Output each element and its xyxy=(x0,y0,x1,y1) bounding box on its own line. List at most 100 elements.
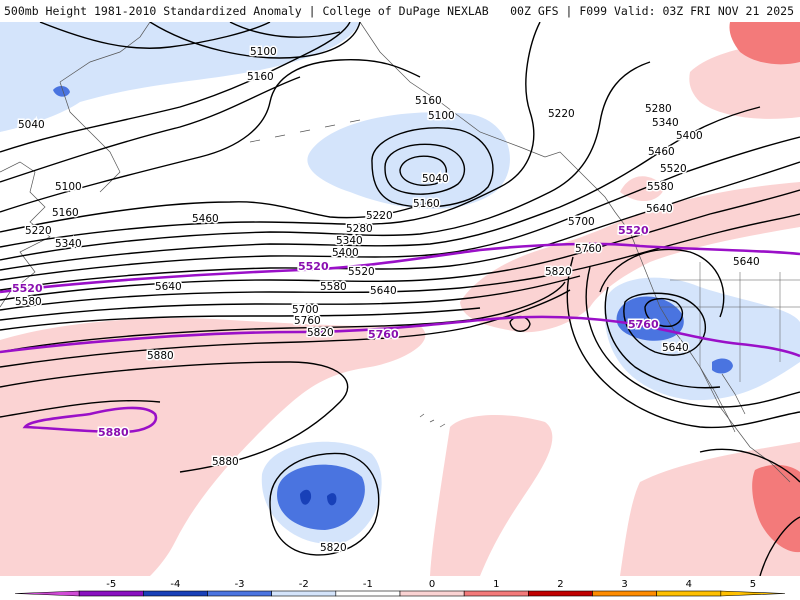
baja-coastline xyxy=(699,366,746,433)
contour-label: 5100 xyxy=(428,110,455,122)
contour-line xyxy=(585,266,800,408)
contour-label: 5220 xyxy=(548,108,575,120)
contour-line xyxy=(39,22,271,49)
asia-coastline xyxy=(0,161,51,308)
colorbar-tick-label: -2 xyxy=(299,579,309,590)
contour-line xyxy=(623,292,706,356)
contour-label: 5460 xyxy=(648,146,675,158)
contour-label: 5400 xyxy=(676,130,703,142)
negative-anomaly-area xyxy=(0,22,360,132)
contour-label: 5340 xyxy=(336,235,363,247)
contour-label: 5760 xyxy=(575,243,602,255)
contour-line xyxy=(0,161,800,291)
colorbar-swatch xyxy=(656,590,722,597)
height-contours xyxy=(0,22,800,576)
title-bar: 500mb Height 1981-2010 Standardized Anom… xyxy=(0,0,800,22)
colorbar-tick-label: 0 xyxy=(429,579,435,590)
contour-label: 5700 xyxy=(292,304,319,316)
aleutian-islands xyxy=(249,119,361,143)
colorbar-swatches xyxy=(14,590,786,597)
colorbar-swatch xyxy=(592,590,657,597)
contour-label: 5820 xyxy=(545,266,572,278)
contour-line xyxy=(0,289,571,368)
reference-line-label: 5880 xyxy=(98,426,129,439)
contour-line xyxy=(604,286,721,389)
contour-label: 5520 xyxy=(660,163,687,175)
positive-anomaly-area xyxy=(460,182,800,333)
colorbar-swatch xyxy=(207,590,272,597)
reference-line-label: 5520 xyxy=(618,224,649,237)
reference-line-label: 5760 xyxy=(368,328,399,341)
hawaiian-islands xyxy=(419,413,446,428)
colorbar-swatch xyxy=(78,590,144,597)
contour-label: 5880 xyxy=(147,350,174,362)
contour-line xyxy=(699,448,800,576)
contour-line xyxy=(0,213,800,311)
contour-line xyxy=(0,106,761,271)
contour-label: 5100 xyxy=(250,46,277,58)
contour-line xyxy=(0,22,351,153)
contour-label: 5280 xyxy=(645,103,672,115)
colorbar-tick-label: 5 xyxy=(750,579,756,590)
contour-label: 5880 xyxy=(212,456,239,468)
contour-line xyxy=(0,59,421,213)
positive-anomaly-area xyxy=(430,415,553,576)
contour-label: 5580 xyxy=(320,281,347,293)
colorbar-swatch xyxy=(143,590,208,597)
reference-line-label: 5520 xyxy=(12,282,43,295)
contour-labels: 5100516050405100516052205340558051605100… xyxy=(14,45,762,556)
contour-line xyxy=(399,155,447,186)
contour-label: 5160 xyxy=(415,95,442,107)
colorbar-swatch xyxy=(399,590,465,597)
colorbar: -5 -4 -3 -2 -1 0 1 2 3 4 5 xyxy=(14,579,786,597)
colorbar-tick-label: -5 xyxy=(106,579,116,590)
coastlines xyxy=(0,22,800,483)
contour-line xyxy=(371,127,494,208)
negative-anomaly-core xyxy=(53,86,70,97)
contour-line xyxy=(0,275,581,321)
contour-label: 5700 xyxy=(568,216,595,228)
positive-anomaly-area xyxy=(0,318,426,576)
model-run-info: 00Z GFS | F099 Valid: 03Z FRI NOV 21 202… xyxy=(510,4,794,18)
contour-line xyxy=(0,189,800,301)
contour-label: 5640 xyxy=(733,256,760,268)
colorbar-tick-label: 4 xyxy=(686,579,692,590)
contour-label: 5640 xyxy=(662,342,689,354)
negative-anomaly-core xyxy=(277,464,365,530)
reference-labels: 5520 5520 5520 5760 5760 5880 xyxy=(11,223,661,441)
anomaly-map: 5100516050405100516052205340558051605100… xyxy=(0,22,800,576)
reference-line-label: 5760 xyxy=(628,318,659,331)
contour-label: 5580 xyxy=(647,181,674,193)
contour-label: 5640 xyxy=(646,203,673,215)
contour-label: 5820 xyxy=(320,542,347,554)
negative-anomaly-core xyxy=(327,493,337,506)
negative-anomaly-core xyxy=(300,489,312,505)
contour-line xyxy=(0,61,651,261)
contour-line xyxy=(0,136,800,281)
contour-line xyxy=(0,361,349,473)
reference-line-5520 xyxy=(0,242,800,294)
contour-label: 5220 xyxy=(366,210,393,222)
reference-line-5760 xyxy=(0,315,800,358)
contour-label: 5040 xyxy=(422,173,449,185)
colorbar-tick-label: -3 xyxy=(235,579,245,590)
colorbar-swatch xyxy=(335,590,401,597)
colorbar-swatch xyxy=(463,590,529,597)
contour-label: 5400 xyxy=(332,247,359,259)
contour-label: 5280 xyxy=(346,223,373,235)
contour-line xyxy=(644,297,683,327)
contour-label: 5160 xyxy=(413,198,440,210)
negative-anomaly-core xyxy=(712,358,733,374)
contour-label: 5760 xyxy=(294,315,321,327)
kamchatka-coastline xyxy=(59,22,151,193)
reference-line-5880 xyxy=(22,406,158,434)
reference-line-label: 5520 xyxy=(298,260,329,273)
colorbar-tick-label: -4 xyxy=(170,579,180,590)
positive-anomaly-core xyxy=(729,22,800,65)
contour-label: 5340 xyxy=(55,238,82,250)
map-title: 500mb Height 1981-2010 Standardized Anom… xyxy=(4,4,489,18)
contour-line xyxy=(269,452,380,556)
contour-label: 5580 xyxy=(15,296,42,308)
colorbar-end-below xyxy=(14,590,80,597)
state-borders xyxy=(660,262,800,382)
